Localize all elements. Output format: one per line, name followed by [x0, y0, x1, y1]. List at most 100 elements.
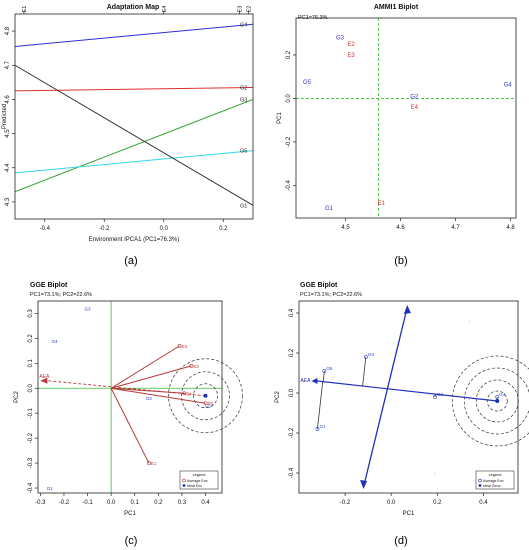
genotype-label: G4 [499, 392, 506, 397]
y-tick-label: -0.2 [289, 427, 295, 438]
legend-title: Legend [193, 473, 206, 477]
chart-subtitle: PC1=73.1%; PC2=22.6% [30, 292, 92, 298]
x-tick-label: -0.3 [35, 500, 46, 506]
plot-frame [295, 17, 517, 219]
plot-frame [298, 300, 519, 494]
genotype-label: G5 [326, 366, 333, 371]
series-label: G1 [240, 203, 247, 209]
aea-label: AEA [39, 374, 50, 380]
series-label: G4 [240, 22, 247, 28]
series-label: G3 [240, 97, 247, 103]
legend-ideal-marker [182, 484, 186, 487]
top-tick-label: E2 [247, 6, 253, 13]
environment-vector [111, 387, 206, 404]
chart-title: Adaptation Map [107, 4, 160, 11]
y-tick-label: -0.1 [28, 407, 34, 418]
point-label: G2 [410, 94, 419, 100]
point-label: G4 [504, 82, 513, 88]
concentric-circle [451, 355, 529, 447]
concentric-circle [193, 383, 218, 409]
plot-frame [14, 13, 254, 220]
series-line-g4 [14, 23, 254, 47]
plot-frame [37, 300, 223, 494]
x-tick-label: 0.1 [131, 500, 140, 506]
y-axis-label: PC2 [14, 391, 20, 403]
x-tick-label: 4.6 [396, 225, 405, 231]
aea-line [317, 380, 498, 402]
x-tick-label: 0.4 [201, 500, 210, 506]
legend-item-ideal: Ideal Env [187, 484, 202, 488]
environment-label: E3 [182, 344, 188, 349]
chart-title: GGE Biplot [300, 282, 338, 289]
genotype-label: G3 [85, 306, 92, 311]
point-label: G5 [303, 80, 312, 86]
series-label: G5 [240, 149, 247, 155]
y-tick-label: -0.4 [28, 482, 34, 493]
series-label: G2 [240, 85, 247, 91]
environment-marker: · [469, 397, 471, 403]
y-tick-label: 0.2 [289, 348, 295, 357]
panel-caption: (d) [394, 535, 407, 547]
y-axis-label: PC2 [275, 391, 281, 403]
x-tick-label: 0.3 [178, 500, 187, 506]
aea-label: AEA [300, 378, 311, 384]
projection-line [362, 356, 367, 387]
projection-line [317, 381, 324, 430]
concentric-circle [181, 371, 230, 421]
environment-marker: · [434, 471, 436, 477]
genotype-label: G3 [368, 352, 375, 357]
y-tick-label: 0.0 [28, 383, 34, 392]
environment-vector [110, 345, 180, 389]
environment-marker [177, 343, 182, 348]
y-axis-label: Predicted [2, 104, 8, 129]
x-tick-label: -0.4 [40, 226, 51, 232]
legend-box [475, 470, 515, 490]
environment-marker [182, 391, 187, 396]
y-tick-label: 4.3 [5, 197, 11, 206]
chart-subtitle: PC1=73.1%; PC2=22.6% [300, 292, 362, 298]
x-tick-label: -0.2 [59, 500, 70, 506]
genotype-label: G2 [146, 396, 153, 401]
genotype-marker [322, 369, 327, 373]
point-label: E4 [411, 105, 419, 111]
y-tick-label: -0.2 [28, 432, 34, 443]
genotype-marker [433, 395, 437, 399]
ideal-point [495, 399, 500, 403]
x-axis-label: Environment IPCA1 (PC1=76.3%) [89, 237, 180, 243]
y-tick-label: 0.2 [28, 334, 34, 343]
point-label: G1 [325, 206, 334, 212]
panel-caption: (c) [125, 535, 138, 547]
legend-average-marker [478, 478, 482, 483]
y-tick-label: 4.4 [5, 163, 11, 172]
x-tick-label: -0.1 [82, 500, 93, 506]
genotype-marker [315, 427, 320, 431]
gge-geno-biplot-panel: GGE Biplot PC1=73.1%; PC2=22.6% AEA G5 G3 G1 G… [275, 282, 529, 547]
top-tick-label: E3 [238, 6, 244, 13]
y-tick-label: -0.4 [289, 467, 295, 478]
ordinate-arrow-down [360, 480, 368, 489]
ideal-point [203, 393, 208, 398]
environment-marker [203, 401, 208, 406]
concentric-circle [486, 390, 508, 412]
genotype-label: G2 [437, 392, 444, 397]
y-tick-label: 4.5 [5, 129, 11, 138]
y-tick-label: 4.7 [5, 60, 11, 69]
genotype-marker [495, 395, 500, 399]
x-tick-label: 0.4 [479, 500, 488, 506]
legend-item-average: Average Env [187, 479, 208, 483]
series-line-g1 [14, 64, 254, 206]
x-tick-label: -0.2 [340, 500, 351, 506]
environment-marker [189, 363, 194, 368]
y-tick-label: 4.8 [5, 26, 11, 35]
genotype-label: G1 [47, 486, 54, 491]
chart-title: GGE Biplot [30, 282, 68, 289]
point-label: E3 [347, 53, 355, 59]
y-axis-label: PC1 [277, 112, 283, 124]
y-tick-label: 0.2 [286, 50, 292, 59]
aea-arrowhead [311, 378, 318, 384]
environment-vector [110, 388, 150, 464]
environment-label: E2 [193, 364, 199, 369]
y-tick-label: 4.6 [5, 95, 11, 104]
